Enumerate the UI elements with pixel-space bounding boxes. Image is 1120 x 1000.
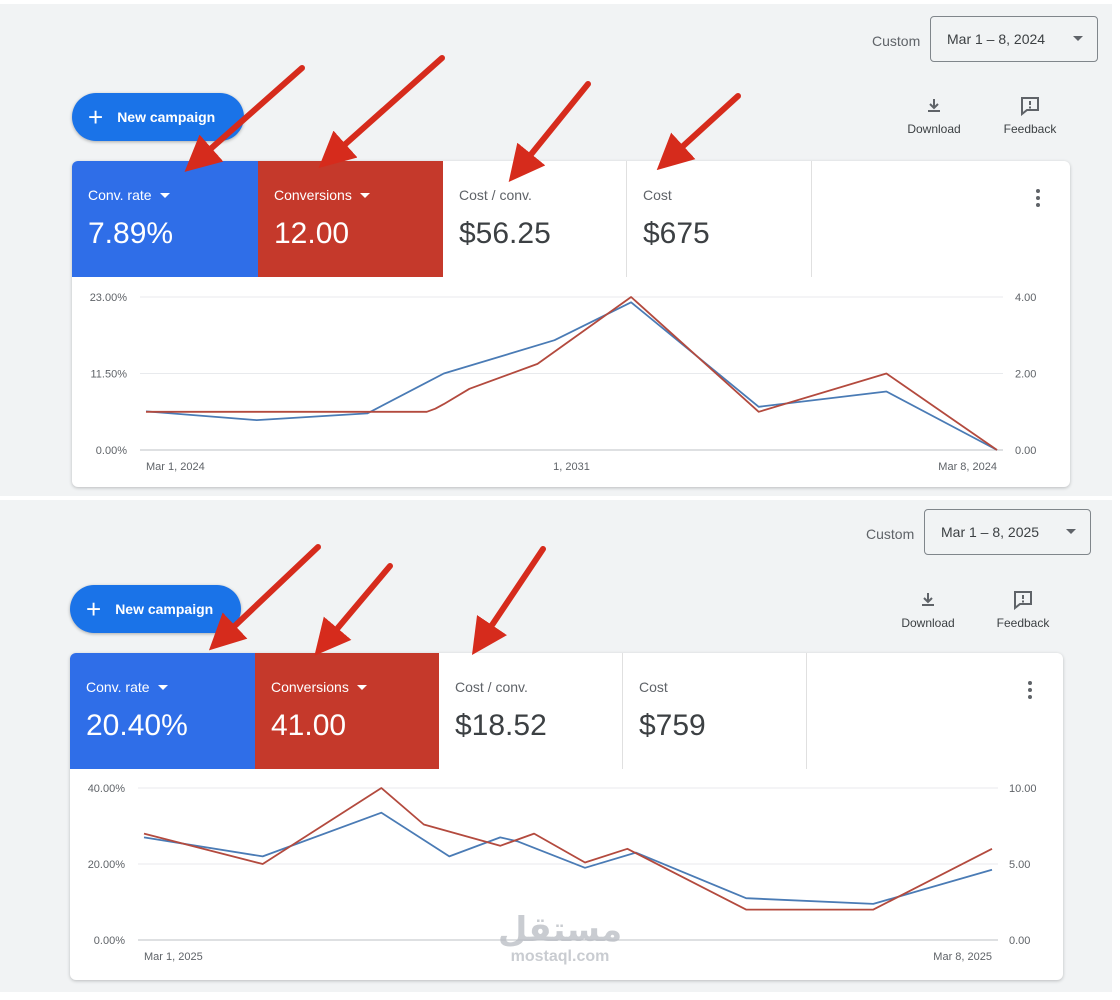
watermark-logo: مستقل mostaql.com <box>490 912 630 966</box>
feedback-label: Feedback <box>996 616 1050 630</box>
metric-conv-rate[interactable]: Conv. rate 20.40% <box>70 653 255 769</box>
custom-range-label: Custom <box>872 33 921 49</box>
x-tick-label-mid: 1, 2031 <box>553 461 590 473</box>
metric-value: 12.00 <box>274 217 350 250</box>
metric-conversions[interactable]: Conversions 41.00 <box>255 653 439 769</box>
custom-range-label: Custom <box>866 526 915 542</box>
new-campaign-button[interactable]: + New campaign <box>72 93 244 141</box>
metric-cost-per-conv[interactable]: Cost / conv. $56.25 <box>443 161 627 277</box>
y-left-tick-label: 11.50% <box>91 369 128 381</box>
date-range-value: Mar 1 – 8, 2024 <box>947 31 1046 47</box>
y-right-tick-label: 4.00 <box>1015 292 1036 304</box>
metric-value: $759 <box>639 709 706 742</box>
metric-label: Cost / conv. <box>455 679 528 695</box>
report-panel-2025: Custom Mar 1 – 8, 2025 + New campaign Do… <box>0 500 1112 992</box>
download-icon <box>922 593 934 606</box>
metric-label: Cost / conv. <box>459 187 532 203</box>
dropdown-caret-icon <box>159 192 170 198</box>
x-tick-label-end: Mar 8, 2024 <box>938 461 997 473</box>
metric-value: $18.52 <box>455 709 547 742</box>
x-tick-label-start: Mar 1, 2024 <box>146 461 205 473</box>
more-options-icon[interactable] <box>1028 189 1048 209</box>
metric-conversions[interactable]: Conversions 12.00 <box>258 161 443 277</box>
feedback-icon <box>1014 591 1032 610</box>
date-range-select[interactable]: Mar 1 – 8, 2025 <box>924 509 1091 555</box>
feedback-label: Feedback <box>1003 122 1057 136</box>
y-left-tick-label: 0.00% <box>94 935 125 947</box>
dropdown-caret-icon <box>359 192 370 198</box>
dropdown-caret-icon <box>157 684 168 690</box>
watermark-latin: mostaql.com <box>510 948 610 965</box>
date-range-value: Mar 1 – 8, 2025 <box>941 524 1040 540</box>
y-right-tick-label: 5.00 <box>1009 859 1030 871</box>
more-options-icon[interactable] <box>1020 681 1040 701</box>
performance-card: Conv. rate 7.89% Conversions 12.00 Cost … <box>72 161 1070 487</box>
y-left-tick-label: 20.00% <box>88 859 126 871</box>
chevron-down-icon <box>1066 529 1076 534</box>
y-left-tick-label: 0.00% <box>96 445 127 457</box>
metric-conv-rate[interactable]: Conv. rate 7.89% <box>72 161 258 277</box>
metric-cost[interactable]: Cost $675 <box>627 161 812 277</box>
y-left-tick-label: 23.00% <box>90 292 128 304</box>
download-label: Download <box>901 616 955 630</box>
feedback-icon <box>1021 97 1039 116</box>
y-left-tick-label: 40.00% <box>88 783 126 795</box>
metric-value: 7.89% <box>88 217 174 250</box>
metric-label: Conversions <box>274 187 352 203</box>
dropdown-caret-icon <box>356 684 367 690</box>
date-range-select[interactable]: Mar 1 – 8, 2024 <box>930 16 1098 62</box>
download-button[interactable]: Download <box>899 96 969 136</box>
series-line-conversions <box>146 296 998 451</box>
y-right-tick-label: 0.00 <box>1009 935 1030 947</box>
feedback-button[interactable]: Feedback <box>995 96 1065 136</box>
metric-value: 41.00 <box>271 709 347 742</box>
metric-label: Conv. rate <box>86 679 150 695</box>
y-right-tick-label: 0.00 <box>1015 445 1036 457</box>
feedback-button[interactable]: Feedback <box>988 590 1058 630</box>
metric-cost[interactable]: Cost $759 <box>623 653 807 769</box>
metric-label: Conv. rate <box>88 187 152 203</box>
chevron-down-icon <box>1073 36 1083 41</box>
metric-cost-per-conv[interactable]: Cost / conv. $18.52 <box>439 653 623 769</box>
x-tick-label-end: Mar 8, 2025 <box>933 951 992 963</box>
new-campaign-label: New campaign <box>117 109 216 125</box>
new-campaign-label: New campaign <box>115 601 214 617</box>
series-line-conv-rate <box>143 811 993 905</box>
new-campaign-button[interactable]: + New campaign <box>70 585 241 633</box>
metric-label: Cost <box>643 187 672 203</box>
plus-icon: + <box>88 102 104 132</box>
plus-icon: + <box>86 594 102 624</box>
series-line-conv-rate <box>145 301 998 451</box>
line-chart: 40.00% 10.00 20.00% 5.00 0.00% 0.00 Mar 1, 202… <box>88 783 1037 963</box>
download-button[interactable]: Download <box>893 590 963 630</box>
download-label: Download <box>907 122 961 136</box>
metric-label: Conversions <box>271 679 349 695</box>
x-tick-label-start: Mar 1, 2025 <box>144 951 203 963</box>
y-right-tick-label: 10.00 <box>1009 783 1037 795</box>
metric-value: 20.40% <box>86 709 188 742</box>
series-line-conversions <box>143 787 993 911</box>
report-panel-2024: Custom Mar 1 – 8, 2024 + New campaign Do… <box>0 4 1112 496</box>
metric-value: $56.25 <box>459 217 551 250</box>
watermark-arabic: مستقل <box>497 910 623 950</box>
y-right-tick-label: 2.00 <box>1015 369 1036 381</box>
metric-label: Cost <box>639 679 668 695</box>
metric-value: $675 <box>643 217 710 250</box>
download-icon <box>928 99 940 112</box>
line-chart: 23.00% 4.00 11.50% 2.00 0.00% 0.00 Mar 1, 2024… <box>90 292 1037 473</box>
performance-card: Conv. rate 20.40% Conversions 41.00 Cost… <box>70 653 1063 980</box>
